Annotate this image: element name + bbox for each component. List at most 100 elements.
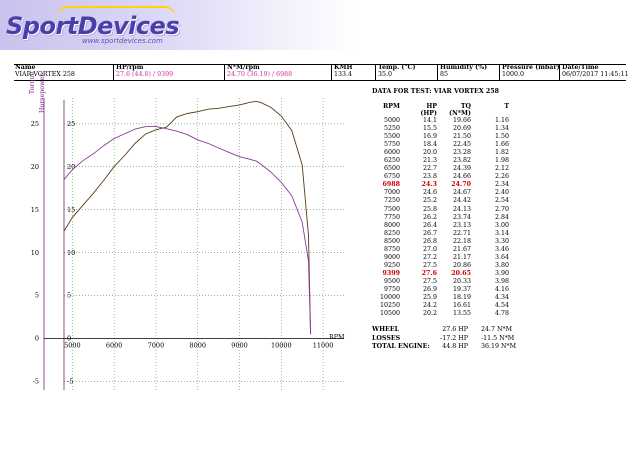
table-row: 8750 27.0 21.67 3.46 [372,246,509,254]
cell-tq: 23.74 [452,213,471,221]
header-temp-label: Temp. (°C) [378,64,416,71]
header-humidity-cell: Humidity (%) 85 [440,64,487,78]
header-separator [437,64,438,80]
cell-tq: 19.37 [452,285,471,293]
y-tick-label: 10 [31,249,39,257]
cell-tq: 20.65 [451,269,471,277]
cell-t: 1.34 [494,125,509,133]
cell-hp: 20.2 [422,310,437,318]
cell-tq: 21.50 [452,133,471,141]
y-tick-label: 20 [67,163,75,171]
y-tick-label: 25 [67,120,75,128]
summary-hp: -17.2 HP [440,334,468,342]
cell-hp: 26.2 [422,213,437,221]
header-datetime-value: 06/07/2017 11:45:11 [562,71,629,78]
table-row: 10250 24.2 16.61 4.54 [372,302,509,310]
table-row: 9750 26.9 19.37 4.16 [372,286,509,294]
table-row: 6500 22.7 24.39 2.12 [372,165,509,173]
cell-tq: 24.42 [452,197,471,205]
table-row: 9399 27.6 20.65 3.90 [372,270,509,278]
summary-label: TOTAL ENGINE: [372,343,430,350]
cell-tq: 20.69 [452,125,471,133]
cell-rpm: 9500 [383,277,400,285]
header-kmh-value: 133.4 [334,71,353,78]
cell-t: 4.54 [494,302,509,310]
y-tick-label: 10 [67,249,75,257]
header-nm-label: N*M/rpm [227,64,260,71]
table-row: 9500 27.5 20.33 3.98 [372,278,509,286]
cell-rpm: 6500 [383,165,400,173]
table-row: 5500 16.9 21.50 1.50 [372,133,509,141]
col-header-hp: HP [426,103,437,110]
y-tick-label: 25 [31,120,39,128]
cell-hp: 21.3 [422,157,437,165]
cell-t: 4.16 [494,285,509,293]
header-separator [375,64,376,80]
cell-hp: 25.9 [422,294,437,302]
cell-hp: 25.2 [422,197,437,205]
col-header-t: T [504,103,509,110]
table-row: 5750 18.4 22.45 1.66 [372,141,509,149]
summary-nm: -11.5 N*M [481,334,515,342]
cell-t: 2.26 [494,173,509,181]
cell-rpm: 7000 [383,189,400,197]
cell-rpm: 5500 [383,133,400,141]
cell-t: 1.98 [494,157,509,165]
cell-rpm: 9250 [383,261,400,269]
header-nm-value: 24.70 (36.19) / 6988 [227,71,293,78]
cell-t: 3.64 [494,253,509,261]
cell-hp: 26.8 [422,237,437,245]
cell-t: 1.82 [494,149,509,157]
cell-t: 2.40 [494,189,509,197]
dyno-chart: 500060007000800090001000011000-5-5005510… [31,98,344,390]
cell-rpm: 10000 [379,294,400,302]
cell-hp: 23.8 [422,173,437,181]
table-row: 9250 27.5 20.86 3.80 [372,262,509,270]
cell-tq: 21.67 [452,245,471,253]
cell-rpm: 9399 [382,269,400,277]
cell-rpm: 10250 [379,302,400,310]
cell-rpm: 8500 [383,237,400,245]
header-separator [113,64,114,80]
cell-hp: 25.8 [422,205,437,213]
y-tick-label: 0 [35,335,39,343]
table-row: 10000 25.9 18.19 4.34 [372,294,509,302]
y-tick-label: 15 [31,206,39,214]
cell-rpm: 6000 [383,149,400,157]
col-subheader-rpm [372,110,400,117]
header-datetime-label: Date/Time [562,64,599,71]
table-row: 7750 26.2 23.74 2.84 [372,214,509,222]
header-kmh-label: KMH [334,64,353,71]
cell-rpm: 5750 [383,141,400,149]
cell-rpm: 5000 [383,117,400,124]
cell-tq: 24.39 [452,165,471,173]
header-separator [499,64,500,80]
cell-hp: 20.0 [422,149,437,157]
cell-rpm: 9750 [383,285,400,293]
header-datetime-cell: Date/Time 06/07/2017 11:45:11 [562,64,629,78]
y-tick-label: 20 [31,163,39,171]
header-separator [559,64,560,80]
cell-t: 3.90 [494,269,509,277]
table-row: 7250 25.2 24.42 2.54 [372,197,509,205]
x-tick-label: 8000 [189,341,206,349]
x-tick-label: 6000 [106,341,123,349]
header-humidity-label: Humidity (%) [440,64,488,71]
cell-tq: 13.55 [452,310,471,318]
cell-tq: 24.66 [452,173,471,181]
torque-curve [63,125,312,335]
cell-hp: 15.5 [422,125,437,133]
cell-hp: 27.0 [422,245,437,253]
cell-tq: 18.19 [452,294,471,302]
cell-t: 2.54 [494,197,509,205]
cell-hp: 16.9 [422,133,437,141]
table-row: 5000 14.1 19.66 1.16 [372,117,509,125]
cell-hp: 24.6 [422,189,437,197]
y-tick-label: 15 [67,206,75,214]
header-hp-value: 27.6 (44.8) / 9399 [116,71,174,78]
cell-t: 1.66 [494,141,509,149]
cell-t: 1.50 [494,133,509,141]
col-subheader-hp: (HP) [420,110,437,117]
cell-t: 1.16 [494,117,509,124]
cell-hp: 26.4 [422,221,437,229]
